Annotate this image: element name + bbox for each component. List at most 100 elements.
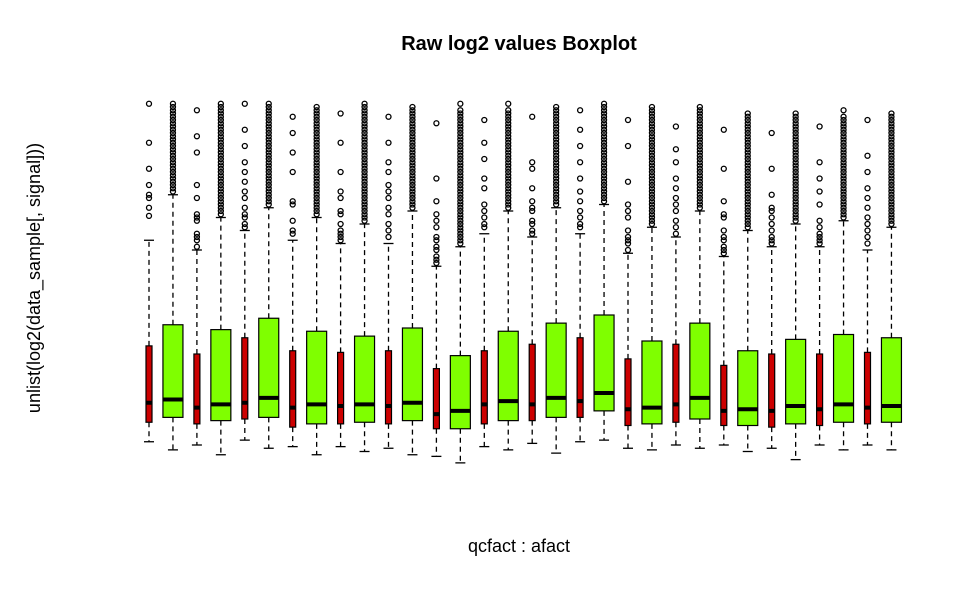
- y-axis-label: unlist(log2(data_sample[, signal])): [24, 143, 45, 413]
- outlier-point: [457, 116, 464, 124]
- outlier-point: [145, 165, 153, 172]
- outlier-point: [840, 149, 847, 156]
- outlier-point: [840, 159, 847, 166]
- outlier-point: [337, 207, 344, 215]
- outlier-point: [888, 165, 895, 172]
- box-group: [287, 113, 298, 448]
- outlier-point: [600, 188, 608, 195]
- outlier-point: [888, 181, 895, 189]
- box-group: [401, 103, 424, 456]
- outlier-point: [816, 123, 823, 130]
- outlier-point: [553, 175, 560, 182]
- outlier-point: [696, 152, 703, 159]
- outlier-point: [505, 126, 512, 133]
- outlier-point: [672, 217, 680, 224]
- outlier-point: [888, 123, 895, 130]
- outlier-point: [553, 146, 560, 153]
- outlier-point: [265, 142, 272, 150]
- outlier-point: [600, 100, 608, 107]
- outlier-point: [265, 178, 272, 185]
- outlier-point: [217, 129, 225, 137]
- outlier-point: [553, 162, 560, 169]
- outlier-point: [792, 162, 799, 169]
- outlier-point: [457, 181, 464, 189]
- outlier-point: [217, 100, 225, 107]
- outlier-point: [433, 120, 440, 127]
- box-group: [575, 107, 586, 443]
- outlier-point: [529, 185, 536, 192]
- outlier-point: [696, 175, 703, 182]
- outlier-point: [265, 194, 272, 202]
- outlier-point: [600, 107, 608, 114]
- outlier-point: [648, 146, 656, 153]
- outlier-point: [624, 201, 632, 208]
- outlier-point: [696, 116, 703, 124]
- outlier-point: [505, 178, 512, 185]
- outlier-point: [505, 185, 512, 192]
- outlier-point: [576, 126, 584, 133]
- box-group: [306, 103, 328, 456]
- outlier-point: [553, 139, 560, 146]
- outlier-point: [576, 220, 584, 228]
- outlier-point: [457, 168, 464, 176]
- outlier-point: [481, 175, 488, 182]
- outlier-point: [600, 116, 608, 124]
- outlier-point: [241, 224, 248, 231]
- box: [145, 345, 153, 423]
- outlier-point: [457, 230, 464, 237]
- outlier-point: [505, 172, 512, 179]
- outlier-point: [313, 201, 320, 208]
- outlier-point: [361, 142, 368, 150]
- outlier-point: [385, 194, 392, 202]
- outlier-point: [265, 103, 272, 111]
- outlier-point: [313, 142, 320, 150]
- outlier-point: [169, 133, 177, 140]
- outlier-point: [696, 172, 703, 179]
- outlier-point: [792, 149, 799, 156]
- outlier-point: [576, 207, 584, 215]
- outlier-point: [624, 116, 632, 124]
- outlier-point: [888, 191, 895, 198]
- outlier-point: [720, 233, 727, 241]
- outlier-point: [217, 178, 225, 185]
- outlier-point: [744, 201, 751, 208]
- outlier-point: [888, 133, 895, 140]
- outlier-point: [409, 120, 416, 127]
- box: [337, 351, 345, 425]
- outlier-point: [576, 107, 584, 114]
- outlier-point: [576, 175, 584, 182]
- outlier-point: [600, 198, 608, 205]
- outlier-point: [624, 240, 632, 247]
- box: [401, 327, 424, 422]
- outlier-point: [696, 133, 703, 140]
- outlier-point: [888, 139, 895, 146]
- outlier-point: [265, 126, 272, 133]
- outlier-point: [145, 204, 153, 211]
- outlier-point: [217, 155, 225, 163]
- outlier-point: [481, 220, 488, 228]
- outlier-point: [265, 123, 272, 130]
- outlier-point: [169, 185, 177, 192]
- outlier-point: [529, 113, 536, 120]
- outlier-point: [768, 207, 775, 215]
- outlier-point: [768, 220, 775, 228]
- outlier-point: [576, 159, 584, 166]
- box: [785, 338, 807, 425]
- outlier-point: [241, 194, 248, 202]
- outlier-point: [505, 188, 512, 195]
- outlier-point: [241, 204, 248, 211]
- outlier-point: [361, 207, 368, 215]
- outlier-point: [265, 116, 272, 124]
- outlier-point: [409, 191, 416, 198]
- outlier-point: [265, 159, 272, 166]
- outlier-point: [361, 185, 368, 192]
- outlier-point: [888, 217, 895, 224]
- box: [432, 368, 440, 430]
- outlier-point: [600, 185, 608, 192]
- box: [210, 329, 232, 422]
- outlier-point: [457, 129, 464, 137]
- outlier-point: [744, 217, 751, 224]
- outlier-point: [193, 237, 201, 244]
- outlier-point: [457, 220, 464, 228]
- outlier-point: [840, 123, 847, 130]
